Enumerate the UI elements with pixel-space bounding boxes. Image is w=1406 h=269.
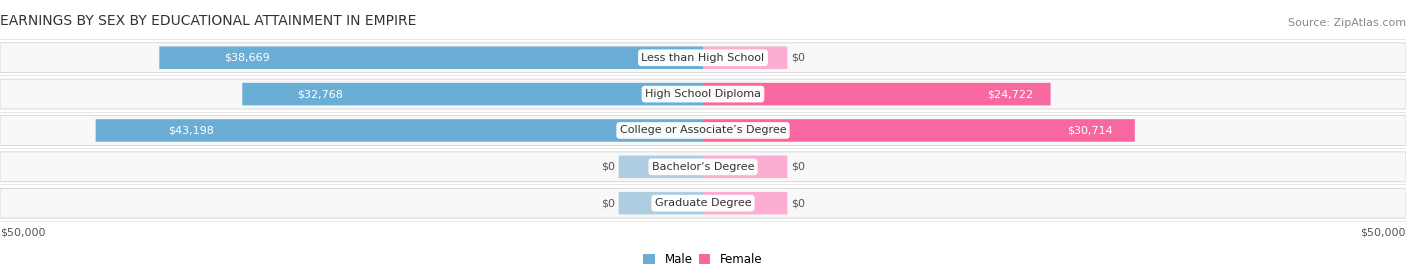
FancyBboxPatch shape xyxy=(703,155,787,178)
Text: $30,714: $30,714 xyxy=(1067,125,1114,136)
Text: Bachelor’s Degree: Bachelor’s Degree xyxy=(652,162,754,172)
Text: College or Associate’s Degree: College or Associate’s Degree xyxy=(620,125,786,136)
Text: High School Diploma: High School Diploma xyxy=(645,89,761,99)
Text: $0: $0 xyxy=(602,198,616,208)
Text: Less than High School: Less than High School xyxy=(641,53,765,63)
Text: Source: ZipAtlas.com: Source: ZipAtlas.com xyxy=(1288,18,1406,28)
FancyBboxPatch shape xyxy=(0,152,1406,182)
Text: $0: $0 xyxy=(790,53,804,63)
Text: $0: $0 xyxy=(790,162,804,172)
FancyBboxPatch shape xyxy=(0,43,1406,73)
Text: $43,198: $43,198 xyxy=(169,125,214,136)
Text: $24,722: $24,722 xyxy=(987,89,1033,99)
Text: $0: $0 xyxy=(790,198,804,208)
Text: $38,669: $38,669 xyxy=(225,53,270,63)
Text: $0: $0 xyxy=(602,162,616,172)
FancyBboxPatch shape xyxy=(619,192,703,214)
FancyBboxPatch shape xyxy=(703,47,787,69)
FancyBboxPatch shape xyxy=(159,47,703,69)
Legend: Male, Female: Male, Female xyxy=(644,253,762,266)
FancyBboxPatch shape xyxy=(703,83,1050,105)
FancyBboxPatch shape xyxy=(703,192,787,214)
FancyBboxPatch shape xyxy=(619,155,703,178)
FancyBboxPatch shape xyxy=(0,116,1406,145)
FancyBboxPatch shape xyxy=(703,119,1135,142)
FancyBboxPatch shape xyxy=(0,188,1406,218)
Text: $50,000: $50,000 xyxy=(0,228,45,238)
Text: EARNINGS BY SEX BY EDUCATIONAL ATTAINMENT IN EMPIRE: EARNINGS BY SEX BY EDUCATIONAL ATTAINMEN… xyxy=(0,14,416,28)
FancyBboxPatch shape xyxy=(242,83,703,105)
Text: $32,768: $32,768 xyxy=(298,89,343,99)
Text: $50,000: $50,000 xyxy=(1361,228,1406,238)
FancyBboxPatch shape xyxy=(0,79,1406,109)
Text: Graduate Degree: Graduate Degree xyxy=(655,198,751,208)
FancyBboxPatch shape xyxy=(96,119,703,142)
